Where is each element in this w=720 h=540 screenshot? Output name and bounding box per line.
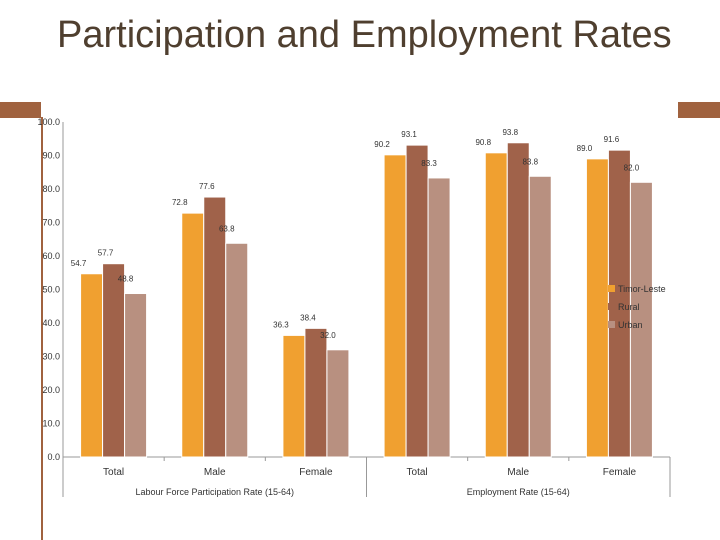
y-tick-label: 60.0 [42, 251, 60, 261]
bar [383, 154, 407, 458]
y-tick-label: 80.0 [42, 184, 60, 194]
data-label: 36.3 [273, 320, 289, 329]
data-label: 72.8 [172, 198, 188, 207]
legend-label: Urban [618, 320, 643, 330]
data-label: 90.8 [475, 138, 491, 147]
x-category-label: Total [407, 467, 428, 478]
data-label: 77.6 [199, 182, 215, 191]
bar [528, 175, 552, 458]
data-label: 54.7 [71, 259, 87, 268]
x-category-label: Total [103, 467, 124, 478]
y-tick-label: 50.0 [42, 285, 60, 295]
bar [225, 242, 249, 458]
data-label: 83.8 [522, 157, 538, 166]
legend-swatch [608, 303, 615, 310]
legend-label: Rural [618, 302, 640, 312]
bar [506, 142, 530, 458]
x-category-label: Male [204, 467, 226, 478]
data-label: 93.8 [502, 128, 518, 137]
legend-swatch [608, 321, 615, 328]
data-label: 48.8 [118, 275, 134, 284]
data-label: 63.8 [219, 224, 235, 233]
y-tick-label: 90.0 [42, 151, 60, 161]
y-tick-label: 70.0 [42, 218, 60, 228]
title-accent-left [0, 102, 41, 118]
y-tick-label: 100.0 [37, 117, 60, 127]
bar [124, 293, 148, 458]
bar [405, 144, 429, 458]
bar [203, 196, 227, 458]
y-tick-label: 0.0 [47, 452, 60, 462]
bar [181, 212, 205, 458]
y-tick-label: 10.0 [42, 419, 60, 429]
bar [629, 181, 653, 458]
data-label: 82.0 [624, 163, 640, 172]
legend-label: Timor-Leste [618, 284, 666, 294]
bar [585, 158, 609, 458]
data-label: 91.6 [604, 135, 620, 144]
data-label: 89.0 [577, 144, 593, 153]
data-label: 32.0 [320, 331, 336, 340]
bar [484, 152, 508, 458]
bar [326, 349, 350, 458]
data-label: 57.7 [98, 249, 114, 258]
data-label: 93.1 [401, 130, 417, 139]
page-title: Participation and Employment Rates [57, 14, 672, 56]
data-label: 38.4 [300, 313, 316, 322]
left-accent-line [41, 117, 43, 540]
y-tick-label: 40.0 [42, 318, 60, 328]
bar [102, 263, 126, 458]
legend-swatch [608, 285, 615, 292]
y-tick-label: 20.0 [42, 385, 60, 395]
title-accent-right [678, 102, 720, 118]
x-group-label: Labour Force Participation Rate (15-64) [135, 487, 294, 497]
bar [304, 327, 328, 458]
x-category-label: Female [299, 467, 333, 478]
bar [80, 273, 104, 458]
data-label: 90.2 [374, 140, 390, 149]
x-group-label: Employment Rate (15-64) [467, 487, 570, 497]
x-category-label: Female [603, 467, 637, 478]
x-category-label: Male [507, 467, 529, 478]
data-label: 83.3 [421, 159, 437, 168]
y-tick-label: 30.0 [42, 352, 60, 362]
bar [282, 334, 306, 458]
bar [427, 177, 451, 458]
